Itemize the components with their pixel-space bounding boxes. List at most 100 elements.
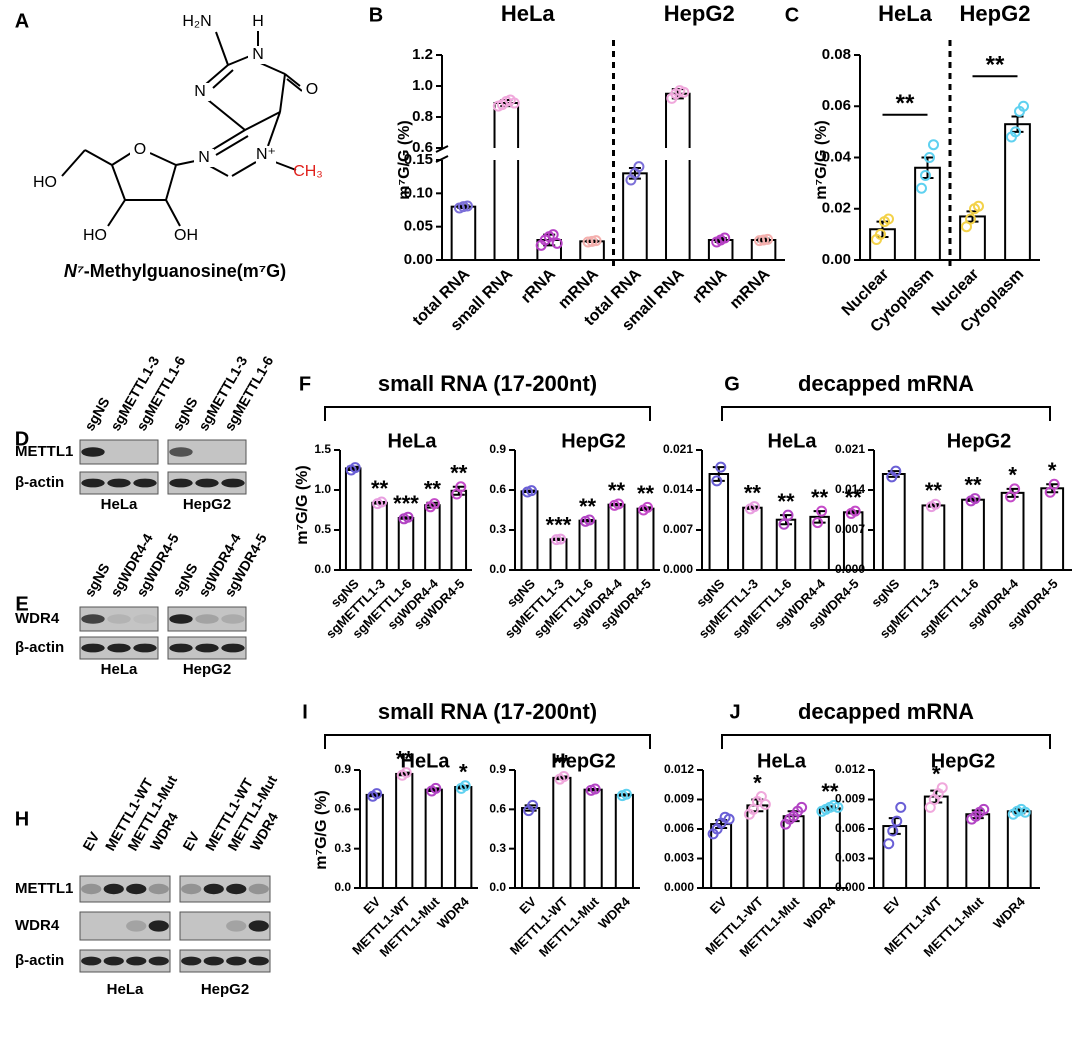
data-point — [551, 534, 562, 546]
data-point — [584, 514, 595, 526]
bar — [782, 815, 805, 890]
blot-band — [103, 883, 124, 895]
blot-band — [148, 956, 169, 966]
row-label: METTL1 — [15, 880, 73, 897]
blot-band — [107, 614, 131, 624]
bar — [921, 504, 946, 571]
significance: ** — [553, 750, 571, 775]
lane-label: EV — [179, 829, 203, 854]
y-tick-label: 0.6 — [412, 139, 433, 156]
data-point — [973, 200, 984, 212]
group-title: HepG2 — [960, 1, 1031, 26]
x-tick-label: WDR4 — [595, 893, 633, 931]
molecule-name: N⁷-Methylguanosine(m⁷G) — [64, 261, 286, 281]
data-point — [762, 233, 774, 245]
bar — [881, 473, 906, 571]
error-bar — [427, 787, 440, 792]
y-tick-label: 0.9 — [489, 442, 506, 456]
y-axis-label: m⁷G/G (%) — [813, 120, 830, 200]
y-tick-label: 0.012 — [664, 762, 694, 776]
data-point — [430, 782, 442, 794]
chart-title: HeLa — [401, 750, 451, 772]
panel-label: E — [15, 593, 28, 615]
blot-strip — [79, 949, 171, 973]
error-bar — [639, 506, 652, 511]
chart-title: HepG2 — [931, 750, 995, 772]
data-point — [723, 813, 735, 825]
data-point — [1048, 478, 1060, 490]
data-point — [620, 788, 632, 800]
row-label: β-actin — [15, 639, 64, 656]
group-bracket — [721, 406, 1051, 421]
data-point — [459, 780, 471, 792]
x-tick-label: mRNA — [727, 265, 774, 312]
blot-band — [221, 643, 245, 653]
y-tick-label: 0.003 — [664, 851, 694, 865]
data-point — [526, 485, 537, 497]
y-tick-label: 0.0 — [314, 562, 331, 576]
group-title: HeLa — [878, 1, 933, 26]
panel-label: F — [299, 373, 311, 395]
blot-band — [148, 883, 169, 895]
atom-bg — [256, 146, 276, 164]
y-tick-label: 0.0 — [334, 880, 351, 894]
bar — [371, 501, 388, 571]
blot-band — [81, 478, 105, 488]
atom-bg — [85, 227, 105, 245]
atom-label: N — [252, 46, 264, 63]
blot-band — [133, 643, 157, 653]
bar — [365, 793, 384, 890]
data-point — [883, 213, 894, 225]
data-point — [890, 465, 902, 477]
data-point — [759, 798, 771, 810]
lane-label: sgNS — [169, 560, 201, 599]
blot-band — [248, 956, 269, 966]
panel-label: I — [302, 701, 308, 723]
y-tick-label: 1.0 — [412, 77, 433, 94]
row-label: WDR4 — [15, 610, 60, 627]
blot-band — [226, 956, 247, 966]
blot-band — [107, 478, 131, 488]
data-point — [920, 169, 931, 181]
significance: ** — [896, 90, 915, 117]
y-axis-label: m⁷G/G (%) — [294, 465, 311, 545]
error-bar — [1011, 115, 1024, 133]
data-point — [748, 501, 760, 513]
y-tick-label: 0.6 — [489, 482, 506, 496]
y-tick-label: 0.6 — [334, 802, 351, 816]
y-tick-label: 1.2 — [412, 46, 433, 63]
y-tick-label: 0.3 — [334, 841, 351, 855]
blot-band — [169, 447, 193, 457]
data-point — [455, 481, 467, 493]
blot-band — [195, 614, 219, 624]
blot-band — [221, 478, 245, 488]
y-tick-label: 0.000 — [663, 562, 693, 576]
y-tick-label: 0.000 — [835, 562, 865, 576]
group-bracket — [324, 406, 651, 421]
y-tick-label: 0.009 — [664, 792, 694, 806]
error-bar — [400, 516, 412, 520]
bar — [1000, 491, 1025, 572]
cell-label: HeLa — [101, 496, 138, 513]
atom-label: H — [252, 13, 264, 30]
atom-label: N — [194, 83, 206, 100]
atom-label: N — [198, 149, 210, 166]
x-tick-label: WDR4 — [434, 893, 472, 931]
blot-band — [203, 956, 224, 966]
error-bar — [587, 788, 600, 792]
data-point — [715, 461, 727, 473]
significance: ** — [396, 746, 414, 771]
y-tick-label: 0.007 — [663, 522, 693, 536]
atom-label: CH₃ — [293, 163, 323, 180]
y-tick-label: 0.012 — [835, 762, 865, 776]
atom-bg — [190, 83, 210, 101]
data-point — [796, 801, 808, 813]
data-point — [1010, 126, 1021, 138]
significance: ** — [744, 480, 762, 505]
atom-bg — [187, 13, 207, 31]
chart-title: HeLa — [388, 430, 438, 452]
blot-band — [181, 883, 202, 895]
data-point — [883, 838, 895, 850]
y-tick-label: 1.5 — [314, 442, 331, 456]
blot-band — [126, 956, 147, 966]
